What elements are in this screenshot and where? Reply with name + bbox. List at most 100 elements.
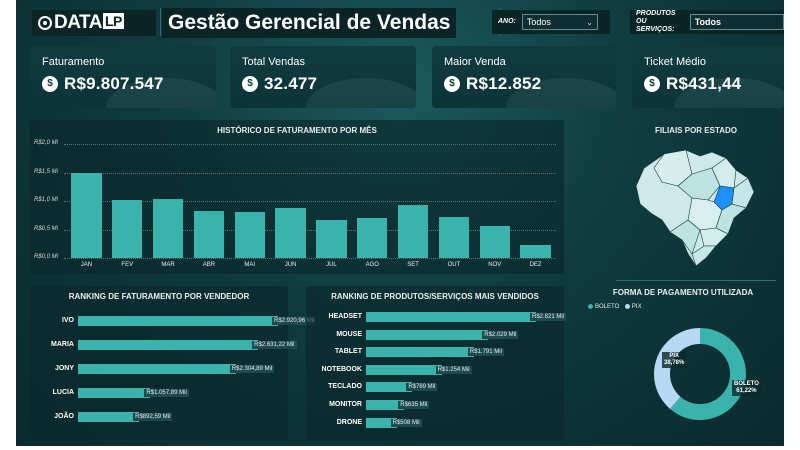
bar-drone[interactable] xyxy=(366,417,397,428)
bar-notebook[interactable] xyxy=(366,364,442,375)
x-tick-label: MAR xyxy=(161,262,175,268)
data-label: R$1.057,89 Mil xyxy=(144,389,189,397)
data-label: R$508 Mil xyxy=(390,418,422,427)
bar-jan[interactable] xyxy=(71,172,102,258)
product-select-value: Todos xyxy=(694,17,722,27)
bar-nov[interactable] xyxy=(479,225,510,258)
logo: DATA LP xyxy=(32,10,156,36)
gridline xyxy=(64,144,556,145)
year-select-value: Todos xyxy=(526,17,551,27)
data-label: R$2.821 Mil xyxy=(530,313,567,321)
bar-set[interactable] xyxy=(397,204,429,258)
divider xyxy=(616,280,776,281)
branches-map-panel: FILIAIS POR ESTADO xyxy=(608,120,784,274)
bar-ago[interactable] xyxy=(357,218,388,258)
kpi-value: R$9.807.547 xyxy=(64,74,164,93)
row-label: NOTEBOOK xyxy=(321,365,362,373)
x-tick-label: AGO xyxy=(365,262,379,268)
bar-tablet[interactable] xyxy=(366,347,474,358)
dollar-icon: $ xyxy=(444,76,460,92)
row-label: MONITOR xyxy=(329,401,362,408)
data-label: R$1.791 Mil xyxy=(467,348,504,357)
data-label: R$2.920,96 Mil xyxy=(272,317,317,325)
payment-method-chart: FORMA DE PAGAMENTO UTILIZADA BOLETO PIX … xyxy=(582,286,784,440)
product-ranking-chart: RANKING DE PRODUTOS/SERVIÇOS MAIS VENDID… xyxy=(306,286,567,440)
dollar-icon: $ xyxy=(42,76,58,92)
row-label: LUCIA xyxy=(52,389,74,396)
bar-headset[interactable] xyxy=(366,312,536,322)
bar-lucia[interactable] xyxy=(78,388,151,398)
map-state xyxy=(691,245,717,267)
x-tick-label: DEZ xyxy=(529,262,542,268)
legend-label-pix: PIX xyxy=(631,304,642,311)
map-state xyxy=(699,227,729,247)
y-tick-label: R$1,0 Mi xyxy=(34,197,59,203)
header-divider xyxy=(160,8,161,36)
data-label: R$2.304,89 Mil xyxy=(229,365,275,373)
bar-dez[interactable] xyxy=(520,245,551,258)
bar-jun[interactable] xyxy=(275,207,306,258)
header: DATA LP Gestão Gerencial de Vendas ANO: T… xyxy=(16,0,784,42)
gridline xyxy=(64,172,556,174)
bar-abr[interactable] xyxy=(193,211,224,258)
row-label: MARIA xyxy=(51,341,74,348)
row-label: JONY xyxy=(54,365,74,372)
kpi-card-maior-venda: Maior Venda $ R$12.852 xyxy=(432,46,616,108)
seller-ranking-chart: RANKING DE FATURAMENTO POR VENDEDOR IVO R… xyxy=(30,286,317,440)
bar-mai[interactable] xyxy=(234,212,265,258)
gridline xyxy=(64,201,556,202)
row-label: TABLET xyxy=(334,348,362,356)
kpi-label: Faturamento xyxy=(42,56,105,68)
bar-teclado[interactable] xyxy=(366,382,413,393)
slice-label-boleto: BOLETO 61,22% xyxy=(732,380,761,396)
row-label: DRONE xyxy=(336,418,362,426)
brazil-map[interactable] xyxy=(608,134,784,274)
bar-monitor[interactable] xyxy=(366,400,405,410)
y-tick-label: R$0,0 Mi xyxy=(34,254,59,260)
year-select[interactable]: Todos ⌄ xyxy=(521,14,598,30)
slice-label-pix: PIX 38,78% xyxy=(662,352,687,368)
y-tick-label: R$0,5 Mi xyxy=(34,225,59,232)
y-tick-label: R$1,5 Mi xyxy=(34,168,59,175)
data-label: R$2.631,22 Mil xyxy=(252,341,297,349)
bar-fev[interactable] xyxy=(112,199,143,258)
row-label: MOUSE xyxy=(336,330,362,338)
page-title: Gestão Gerencial de Vendas xyxy=(162,8,457,38)
chevron-down-icon: ⌄ xyxy=(586,17,593,27)
bar-jony[interactable] xyxy=(78,364,236,374)
x-tick-label: NOV xyxy=(488,262,502,268)
data-label: R$769 Mil xyxy=(406,383,438,392)
row-label: JOÃO xyxy=(54,413,74,420)
kpi-value: 32.477 xyxy=(264,74,318,93)
bar-ivo[interactable] xyxy=(78,316,278,326)
map-title: FILIAIS POR ESTADO xyxy=(654,126,738,135)
kpi-card-faturamento: Faturamento $ R$9.807.547 xyxy=(30,46,216,108)
bar-joão[interactable] xyxy=(78,412,140,422)
legend-dot-pix xyxy=(624,304,630,309)
kpi-label: Maior Venda xyxy=(444,56,506,68)
x-tick-label: FEV xyxy=(121,262,134,268)
slice-pix[interactable] xyxy=(654,328,746,420)
kpi-card-total-vendas: Total Vendas $ 32.477 xyxy=(230,46,416,108)
bar-out[interactable] xyxy=(438,216,469,258)
dollar-icon: $ xyxy=(242,76,258,92)
monthly-revenue-chart: HISTÓRICO DE FATURAMENTO POR MÊS R$0,0 M… xyxy=(30,120,564,274)
bar-jul[interactable] xyxy=(316,219,347,258)
legend-label-boleto: BOLETO xyxy=(595,304,620,311)
map-state xyxy=(711,157,737,189)
product-select[interactable]: Todos xyxy=(689,14,784,30)
logo-icon xyxy=(38,16,52,30)
gridline xyxy=(64,229,556,231)
bar-mouse[interactable] xyxy=(366,329,489,340)
bar-maria[interactable] xyxy=(78,340,259,350)
kpi-card-ticket-medio: Ticket Médio $ R$431,44 xyxy=(632,46,784,108)
map-state xyxy=(669,219,701,255)
kpi-label: Ticket Médio xyxy=(644,56,706,68)
data-label: R$1.254 Mil xyxy=(435,365,472,374)
gridline xyxy=(64,258,556,259)
year-filter: ANO: Todos ⌄ xyxy=(492,10,610,34)
chart-legend: BOLETO PIX xyxy=(588,304,642,310)
kpi-value: R$12.852 xyxy=(466,74,542,93)
x-tick-label: ABR xyxy=(202,262,216,268)
bar-mar[interactable] xyxy=(152,199,184,258)
